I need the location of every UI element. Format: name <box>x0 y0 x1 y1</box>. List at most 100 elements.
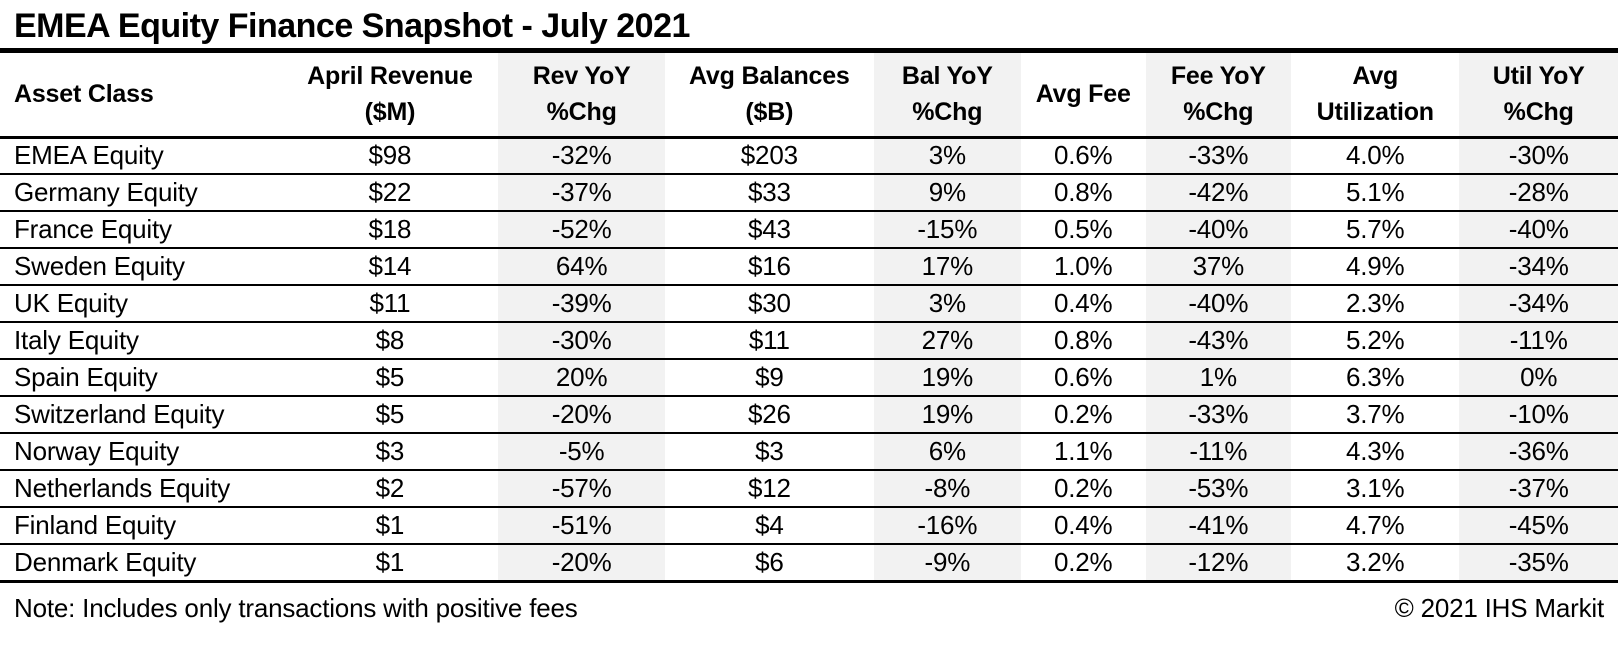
cell-util-yoy: -40% <box>1459 211 1618 249</box>
col-header-line2: %Chg <box>912 98 983 127</box>
cell-avg-utilization: 2.3% <box>1291 285 1460 323</box>
cell-april-revenue: $3 <box>281 433 499 471</box>
cell-rev-yoy: -57% <box>498 470 665 508</box>
col-header-avg-balances: Avg Balances ($B) <box>664 53 874 139</box>
table-row: UK Equity $11 -39% $30 3% 0.4% -40% 2.3%… <box>0 285 1618 323</box>
cell-rev-yoy: -5% <box>498 433 665 471</box>
cell-april-revenue: $1 <box>281 507 499 545</box>
cell-bal-yoy: 19% <box>873 396 1021 434</box>
cell-avg-utilization: 3.2% <box>1291 544 1460 583</box>
cell-avg-utilization: 5.7% <box>1291 211 1460 249</box>
cell-asset-class: Denmark Equity <box>0 544 282 583</box>
cell-avg-utilization: 3.7% <box>1291 396 1460 434</box>
cell-avg-balances: $30 <box>664 285 874 323</box>
table-row: Switzerland Equity $5 -20% $26 19% 0.2% … <box>0 396 1618 434</box>
cell-asset-class: EMEA Equity <box>0 137 282 175</box>
cell-util-yoy: -45% <box>1459 507 1618 545</box>
cell-asset-class: Norway Equity <box>0 433 282 471</box>
cell-rev-yoy: -20% <box>498 396 665 434</box>
cell-april-revenue: $22 <box>281 174 499 212</box>
cell-avg-balances: $6 <box>664 544 874 583</box>
cell-rev-yoy: -37% <box>498 174 665 212</box>
col-header-bal-yoy: Bal YoY %Chg <box>873 53 1021 139</box>
cell-bal-yoy: 6% <box>873 433 1021 471</box>
col-header-line1: Asset Class <box>14 80 154 109</box>
cell-fee-yoy: -11% <box>1145 433 1292 471</box>
cell-avg-fee: 0.4% <box>1020 285 1146 323</box>
col-header-asset-class: Asset Class <box>0 53 282 139</box>
table-row: Germany Equity $22 -37% $33 9% 0.8% -42%… <box>0 174 1618 212</box>
col-header-line1: Avg Fee <box>1035 80 1131 109</box>
col-header-line1: Avg Balances <box>689 62 850 90</box>
cell-rev-yoy: -20% <box>498 544 665 583</box>
cell-avg-utilization: 3.1% <box>1291 470 1460 508</box>
cell-fee-yoy: -33% <box>1145 396 1292 434</box>
cell-avg-balances: $43 <box>664 211 874 249</box>
cell-asset-class: Switzerland Equity <box>0 396 282 434</box>
table-row: France Equity $18 -52% $43 -15% 0.5% -40… <box>0 211 1618 249</box>
cell-avg-fee: 0.2% <box>1020 470 1146 508</box>
cell-asset-class: Netherlands Equity <box>0 470 282 508</box>
table-row: Sweden Equity $14 64% $16 17% 1.0% 37% 4… <box>0 248 1618 286</box>
col-header-avg-utilization: Avg Utilization <box>1291 53 1460 139</box>
snapshot-table: Asset Class April Revenue ($M) Rev YoY %… <box>0 53 1618 583</box>
cell-bal-yoy: 19% <box>873 359 1021 397</box>
cell-avg-balances: $12 <box>664 470 874 508</box>
col-header-fee-yoy: Fee YoY %Chg <box>1145 53 1292 139</box>
cell-april-revenue: $14 <box>281 248 499 286</box>
cell-asset-class: Italy Equity <box>0 322 282 360</box>
cell-avg-balances: $203 <box>664 137 874 175</box>
table-row: Italy Equity $8 -30% $11 27% 0.8% -43% 5… <box>0 322 1618 360</box>
col-header-line1: Util YoY <box>1492 62 1585 90</box>
cell-rev-yoy: -39% <box>498 285 665 323</box>
cell-avg-utilization: 6.3% <box>1291 359 1460 397</box>
cell-util-yoy: -10% <box>1459 396 1618 434</box>
cell-fee-yoy: -33% <box>1145 137 1292 175</box>
cell-avg-fee: 1.0% <box>1020 248 1146 286</box>
cell-avg-fee: 0.6% <box>1020 137 1146 175</box>
cell-util-yoy: -35% <box>1459 544 1618 583</box>
table-row: Spain Equity $5 20% $9 19% 0.6% 1% 6.3% … <box>0 359 1618 397</box>
cell-fee-yoy: -53% <box>1145 470 1292 508</box>
cell-avg-balances: $16 <box>664 248 874 286</box>
cell-avg-utilization: 4.7% <box>1291 507 1460 545</box>
cell-fee-yoy: -42% <box>1145 174 1292 212</box>
cell-util-yoy: -36% <box>1459 433 1618 471</box>
cell-avg-fee: 0.2% <box>1020 396 1146 434</box>
cell-avg-fee: 1.1% <box>1020 433 1146 471</box>
col-header-line2: Utilization <box>1316 98 1434 127</box>
cell-util-yoy: 0% <box>1459 359 1618 397</box>
cell-asset-class: Sweden Equity <box>0 248 282 286</box>
col-header-line1: April Revenue <box>307 62 473 90</box>
cell-rev-yoy: -51% <box>498 507 665 545</box>
col-header-line2: ($B) <box>745 98 794 127</box>
cell-avg-fee: 0.5% <box>1020 211 1146 249</box>
cell-avg-fee: 0.8% <box>1020 322 1146 360</box>
table-row: Norway Equity $3 -5% $3 6% 1.1% -11% 4.3… <box>0 433 1618 471</box>
col-header-line1: Fee YoY <box>1170 62 1266 90</box>
cell-rev-yoy: -52% <box>498 211 665 249</box>
cell-bal-yoy: 9% <box>873 174 1021 212</box>
cell-fee-yoy: -40% <box>1145 211 1292 249</box>
cell-fee-yoy: -40% <box>1145 285 1292 323</box>
col-header-avg-fee: Avg Fee <box>1020 53 1146 139</box>
cell-avg-fee: 0.8% <box>1020 174 1146 212</box>
cell-util-yoy: -11% <box>1459 322 1618 360</box>
cell-avg-balances: $4 <box>664 507 874 545</box>
cell-bal-yoy: 17% <box>873 248 1021 286</box>
cell-april-revenue: $5 <box>281 396 499 434</box>
cell-avg-balances: $3 <box>664 433 874 471</box>
header-row: Asset Class April Revenue ($M) Rev YoY %… <box>0 53 1618 139</box>
cell-asset-class: UK Equity <box>0 285 282 323</box>
col-header-line2: %Chg <box>1503 98 1574 127</box>
cell-avg-fee: 0.6% <box>1020 359 1146 397</box>
page-title: EMEA Equity Finance Snapshot - July 2021 <box>14 6 690 45</box>
table-row: Netherlands Equity $2 -57% $12 -8% 0.2% … <box>0 470 1618 508</box>
cell-avg-utilization: 5.2% <box>1291 322 1460 360</box>
cell-april-revenue: $8 <box>281 322 499 360</box>
cell-util-yoy: -34% <box>1459 248 1618 286</box>
cell-bal-yoy: -8% <box>873 470 1021 508</box>
table-row: Finland Equity $1 -51% $4 -16% 0.4% -41%… <box>0 507 1618 545</box>
cell-bal-yoy: -15% <box>873 211 1021 249</box>
